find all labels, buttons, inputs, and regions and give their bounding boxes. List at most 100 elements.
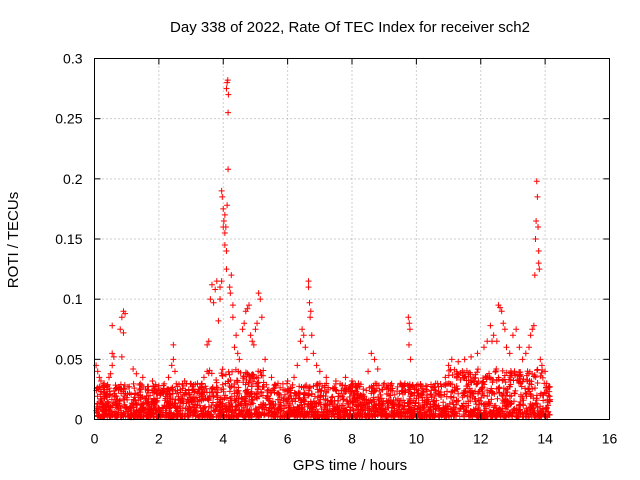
data-point bbox=[405, 341, 412, 348]
data-point-band bbox=[449, 371, 456, 378]
data-point-band bbox=[409, 413, 416, 420]
data-point-band bbox=[172, 387, 179, 394]
data-point-band bbox=[298, 397, 305, 404]
data-point-band bbox=[517, 402, 524, 409]
data-point bbox=[205, 338, 212, 345]
data-point bbox=[229, 302, 236, 309]
data-point-band bbox=[310, 398, 317, 405]
data-point-band bbox=[208, 370, 215, 377]
data-point-band bbox=[375, 382, 382, 389]
data-point-band bbox=[424, 400, 431, 407]
data-point bbox=[105, 374, 112, 381]
data-point-band bbox=[248, 383, 255, 390]
data-point-band bbox=[545, 408, 552, 415]
data-point bbox=[241, 320, 248, 327]
data-point-band bbox=[253, 394, 260, 401]
data-point-band bbox=[257, 401, 264, 408]
data-point-band bbox=[190, 404, 197, 411]
data-point-band bbox=[398, 382, 405, 389]
data-point-band bbox=[441, 391, 448, 398]
data-point-band bbox=[431, 413, 438, 420]
data-point-band bbox=[308, 409, 315, 416]
data-point-band bbox=[222, 392, 229, 399]
data-point-band bbox=[379, 386, 386, 393]
data-point bbox=[501, 326, 508, 333]
data-point-band bbox=[445, 411, 452, 418]
data-point-band bbox=[492, 367, 499, 374]
data-point-band bbox=[227, 395, 234, 402]
data-point-band bbox=[363, 413, 370, 420]
data-point-band bbox=[305, 385, 312, 392]
data-point bbox=[371, 356, 378, 363]
data-point bbox=[226, 284, 233, 291]
data-point-band bbox=[513, 413, 520, 420]
x-tick-label: 16 bbox=[602, 431, 618, 447]
data-point-band bbox=[276, 403, 283, 410]
data-point-band bbox=[421, 401, 428, 408]
axis-ticks: 0 2 4 6 8 10 12 14 16 0 0.05 0.1 0.15 0.2 0.25 0.3 bbox=[55, 51, 617, 447]
data-point-band bbox=[224, 378, 231, 385]
data-point-band bbox=[534, 366, 541, 373]
data-point-band bbox=[305, 402, 312, 409]
data-point-band bbox=[214, 394, 221, 401]
data-point-band bbox=[485, 398, 492, 405]
data-point-band bbox=[469, 394, 476, 401]
data-point bbox=[255, 290, 262, 297]
data-point-band bbox=[290, 404, 297, 411]
data-point-band bbox=[324, 402, 331, 409]
data-point bbox=[535, 260, 542, 267]
data-point-band bbox=[279, 380, 286, 387]
data-point-band bbox=[265, 386, 272, 393]
data-point-band bbox=[94, 400, 101, 407]
data-point bbox=[227, 290, 234, 297]
data-point-band bbox=[520, 397, 527, 404]
data-point-band bbox=[246, 409, 253, 416]
data-point bbox=[323, 374, 330, 381]
data-point-band bbox=[103, 403, 110, 410]
data-point-band bbox=[326, 407, 333, 414]
data-point-band bbox=[190, 393, 197, 400]
data-point-band bbox=[252, 405, 259, 412]
data-point-band bbox=[340, 396, 347, 403]
data-point-band bbox=[360, 386, 367, 393]
data-point-band bbox=[271, 382, 278, 389]
data-point-band bbox=[274, 390, 281, 397]
data-point bbox=[120, 329, 127, 336]
data-point-band bbox=[472, 388, 479, 395]
data-point bbox=[165, 374, 172, 381]
data-point-band bbox=[419, 394, 426, 401]
data-point-band bbox=[175, 381, 182, 388]
data-point-band bbox=[415, 393, 422, 400]
data-point-band bbox=[425, 406, 432, 413]
data-point-band bbox=[532, 374, 539, 381]
data-point-band bbox=[255, 379, 262, 386]
data-point-band bbox=[291, 408, 298, 415]
data-point bbox=[222, 223, 229, 230]
data-point-band bbox=[299, 411, 306, 418]
data-point-band bbox=[112, 382, 119, 389]
data-point-band bbox=[431, 386, 438, 393]
data-point-band bbox=[323, 388, 330, 395]
data-point-band bbox=[503, 369, 510, 376]
data-point-band bbox=[131, 401, 138, 408]
data-point-band bbox=[516, 369, 523, 376]
data-point-band bbox=[546, 411, 553, 418]
data-point bbox=[542, 368, 549, 375]
data-point bbox=[406, 326, 413, 333]
data-point-band bbox=[312, 411, 319, 418]
data-point-band bbox=[315, 389, 322, 396]
data-point-band bbox=[139, 401, 146, 408]
data-point-band bbox=[381, 406, 388, 413]
data-point-band bbox=[128, 391, 135, 398]
data-point-band bbox=[234, 389, 241, 396]
data-point-band bbox=[115, 383, 122, 390]
data-point-band bbox=[370, 394, 377, 401]
data-point-band bbox=[303, 382, 310, 389]
data-point-band bbox=[199, 393, 206, 400]
data-point bbox=[308, 332, 315, 339]
data-point-band bbox=[189, 387, 196, 394]
data-point bbox=[374, 365, 381, 372]
data-point bbox=[535, 223, 542, 230]
data-point-band bbox=[506, 400, 513, 407]
data-point-band bbox=[203, 385, 210, 392]
